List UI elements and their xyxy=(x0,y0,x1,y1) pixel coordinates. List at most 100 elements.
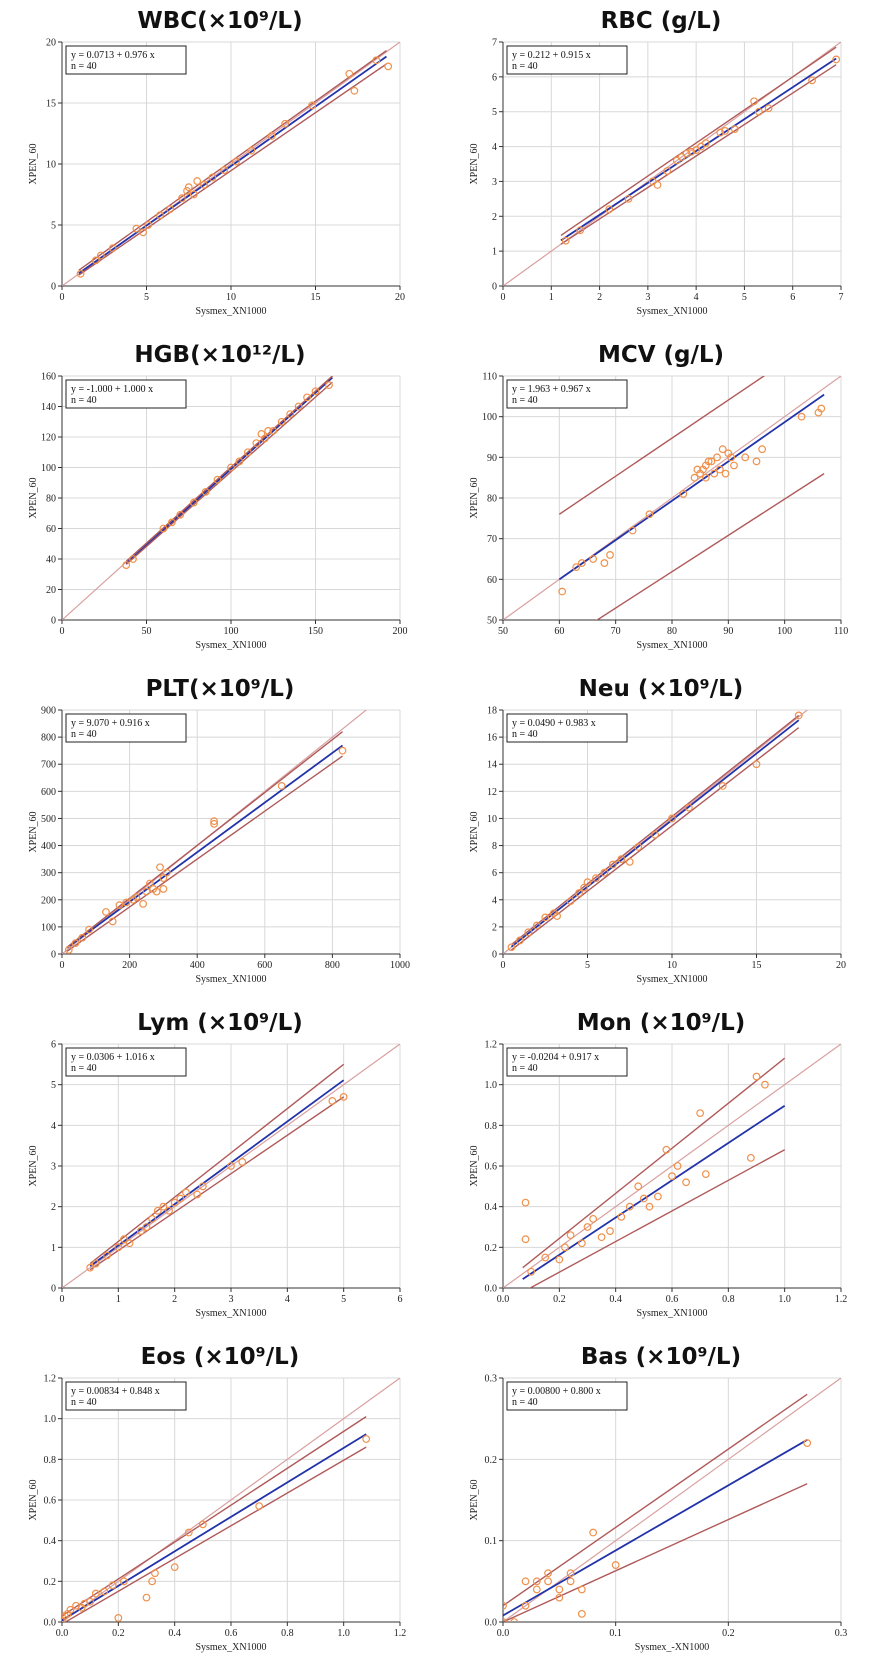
x-tick-label: 0 xyxy=(60,1294,65,1305)
mcv-scatter-chart: MCV (g/L) 50 60 70 80 90 100 110 50 60 70 80 90 100 11… xyxy=(469,342,849,651)
x-tick-label: 10 xyxy=(226,292,236,303)
x-tick-label: 0.2 xyxy=(553,1294,566,1305)
data-point: 110, 110 xyxy=(243,448,252,457)
y-axis-label: XPEN_60 xyxy=(469,1479,480,1520)
ci-upper-line xyxy=(503,1393,808,1607)
data-point: 17.5, 17.6 xyxy=(794,711,803,720)
y-tick-label: 12 xyxy=(487,787,497,798)
data-point: 60, 60 xyxy=(159,524,168,533)
data-point: 4.4, 4.7 xyxy=(132,224,141,233)
equation-box xyxy=(506,1381,628,1411)
data-point: 7.4, 7.8 xyxy=(183,186,191,195)
data-point: 300, 240 xyxy=(159,885,168,893)
x-tick-label: 0 xyxy=(501,960,506,971)
data-point: 11.2, 11.1 xyxy=(247,146,256,155)
x-tick-label: 150 xyxy=(308,626,323,637)
y-tick-label: 6 xyxy=(492,72,497,83)
identity-line xyxy=(503,1044,841,1288)
x-tick-label: 20 xyxy=(395,292,405,303)
x-tick-label: 110 xyxy=(834,626,849,637)
data-point: 1.8, 2 xyxy=(159,1202,168,1211)
data-point: 0.38, 0.28 xyxy=(606,1227,614,1235)
data-point: 7.1, 7.2 xyxy=(178,194,186,203)
data-point: 0.04, 0.06 xyxy=(544,1569,552,1578)
data-point: 106.5, 102 xyxy=(817,404,826,413)
y-tick-label: 50 xyxy=(487,616,497,627)
data-point: 130, 130 xyxy=(277,417,286,426)
data-point: 0.62, 0.6 xyxy=(673,1162,682,1170)
y-axis-label: XPEN_60 xyxy=(28,1479,39,1520)
lym-scatter-chart: Lym (×10⁹/L) 0 1 2 3 4 5 6 0 1 2 3 4 5 6 Sysmex_XN1000 X… xyxy=(28,1010,403,1319)
data-point: 1.08, 0.9 xyxy=(362,1435,371,1443)
plot-area: 0.5, 0.51, 11.5, 1.62, 2.12.5, 2.73, 33.… xyxy=(503,710,809,954)
data-point: 450, 490 xyxy=(210,817,219,826)
plot-area: 1.1, 1 2, 2.12.3, 2.53, 3.1 4.4, 4.74.8, 4… xyxy=(62,42,400,286)
data-point: 4, 3.9 xyxy=(566,897,575,906)
data-point: 6.5, 6.6 xyxy=(608,860,617,869)
y-tick-label: 4 xyxy=(492,142,497,153)
data-point: 87.5, 86 xyxy=(710,469,719,478)
data-point: 0.52, 0.4 xyxy=(645,1202,654,1211)
x-tick-label: 100 xyxy=(777,626,792,637)
data-point: 0.45, 0.44 xyxy=(184,1528,193,1537)
hgb-scatter-chart: HGB(×10¹²/L) 0 50 100 150 200 0 20 40 60 80 100 120 1… xyxy=(28,342,408,651)
x-axis-label: Sysmex_XN1000 xyxy=(636,640,707,651)
data-point: 0.03, 0.04 xyxy=(532,1585,541,1594)
data-point: 150, 120 xyxy=(108,917,117,926)
equation-box xyxy=(65,1047,187,1077)
regression-line xyxy=(66,744,344,949)
y-tick-label: 0.0 xyxy=(485,1284,498,1295)
data-point: 0.2, 0.02 xyxy=(114,1614,123,1622)
y-tick-label: 5 xyxy=(51,221,56,232)
x-tick-label: 100 xyxy=(224,626,239,637)
data-point: 145, 146 xyxy=(303,393,311,402)
data-point: 8, 7.9 xyxy=(634,843,643,851)
y-tick-label: 2 xyxy=(492,212,497,223)
plot-area: 60.5, 57 63, 6364, 6466, 6568, 6469, 66 73… xyxy=(503,376,841,620)
data-point: 0.02, 0.05 xyxy=(521,1577,530,1586)
y-axis-label: XPEN_60 xyxy=(28,143,39,184)
equation-box xyxy=(65,1381,187,1411)
y-tick-label: 1.0 xyxy=(485,1080,498,1091)
y-tick-label: 900 xyxy=(41,706,56,717)
regression-equation: y = 1.963 + 0.967 x xyxy=(512,384,591,395)
data-points: 60.5, 57 63, 6364, 6466, 6568, 6469, 66 73… xyxy=(558,404,826,596)
y-tick-label: 100 xyxy=(41,463,56,474)
y-tick-label: 0.2 xyxy=(485,1455,498,1466)
data-point: 8, 8.6 xyxy=(193,177,202,185)
data-point: 65, 64 xyxy=(167,518,176,527)
data-point: 0.93, 1 xyxy=(761,1080,769,1089)
x-axis-label: Sysmex_XN1000 xyxy=(195,974,266,985)
data-point: 0.35, 0.25 xyxy=(597,1233,606,1242)
chart-title: HGB(×10¹²/L) xyxy=(134,342,305,368)
data-point: 122, 124 xyxy=(264,426,273,435)
data-point: 6.4, 6.3 xyxy=(166,205,175,214)
bas-scatter-chart: Bas (×10⁹/L) 0.0 0.1 0.2 0.3 0.0 0.1 0.2 0.3 Sysm… xyxy=(469,1344,847,1653)
x-tick-label: 200 xyxy=(122,960,137,971)
data-point: 0.01, 0 xyxy=(510,1618,519,1622)
x-tick-label: 1.0 xyxy=(337,1628,350,1639)
data-point: 0.1, 0.07 xyxy=(611,1561,620,1569)
x-tick-label: 80 xyxy=(667,626,677,637)
data-point: 103, 100 xyxy=(797,412,806,421)
data-point: 18.6, 18.5 xyxy=(372,56,381,65)
ci-lower-line xyxy=(125,381,333,565)
data-point: 0.7, 0.86 xyxy=(696,1109,705,1118)
x-tick-label: 1.2 xyxy=(835,1294,848,1305)
data-point: 4.2, 4.1 xyxy=(701,139,710,147)
regression-equation: y = 0.00834 + 0.848 x xyxy=(71,1386,160,1397)
data-point: 13.2, 13.3 xyxy=(281,119,289,128)
y-tick-label: 600 xyxy=(41,787,56,798)
chart-title: Mon (×10⁹/L) xyxy=(577,1010,746,1036)
data-point: 82, 81 xyxy=(679,490,688,498)
data-point: 0.5, 0.44 xyxy=(639,1194,648,1203)
equation-box xyxy=(65,713,187,743)
y-tick-label: 4 xyxy=(51,1121,56,1132)
x-tick-label: 0.0 xyxy=(56,1628,69,1639)
data-point: 0.22, 0.2 xyxy=(561,1243,569,1252)
data-point: 1, 1 xyxy=(515,936,524,945)
data-point: 7.5, 8.1 xyxy=(184,183,193,192)
data-point: 0.9, 1.04 xyxy=(752,1072,761,1081)
data-point: 0, 0 xyxy=(503,1618,507,1622)
y-tick-label: 60 xyxy=(46,524,56,535)
